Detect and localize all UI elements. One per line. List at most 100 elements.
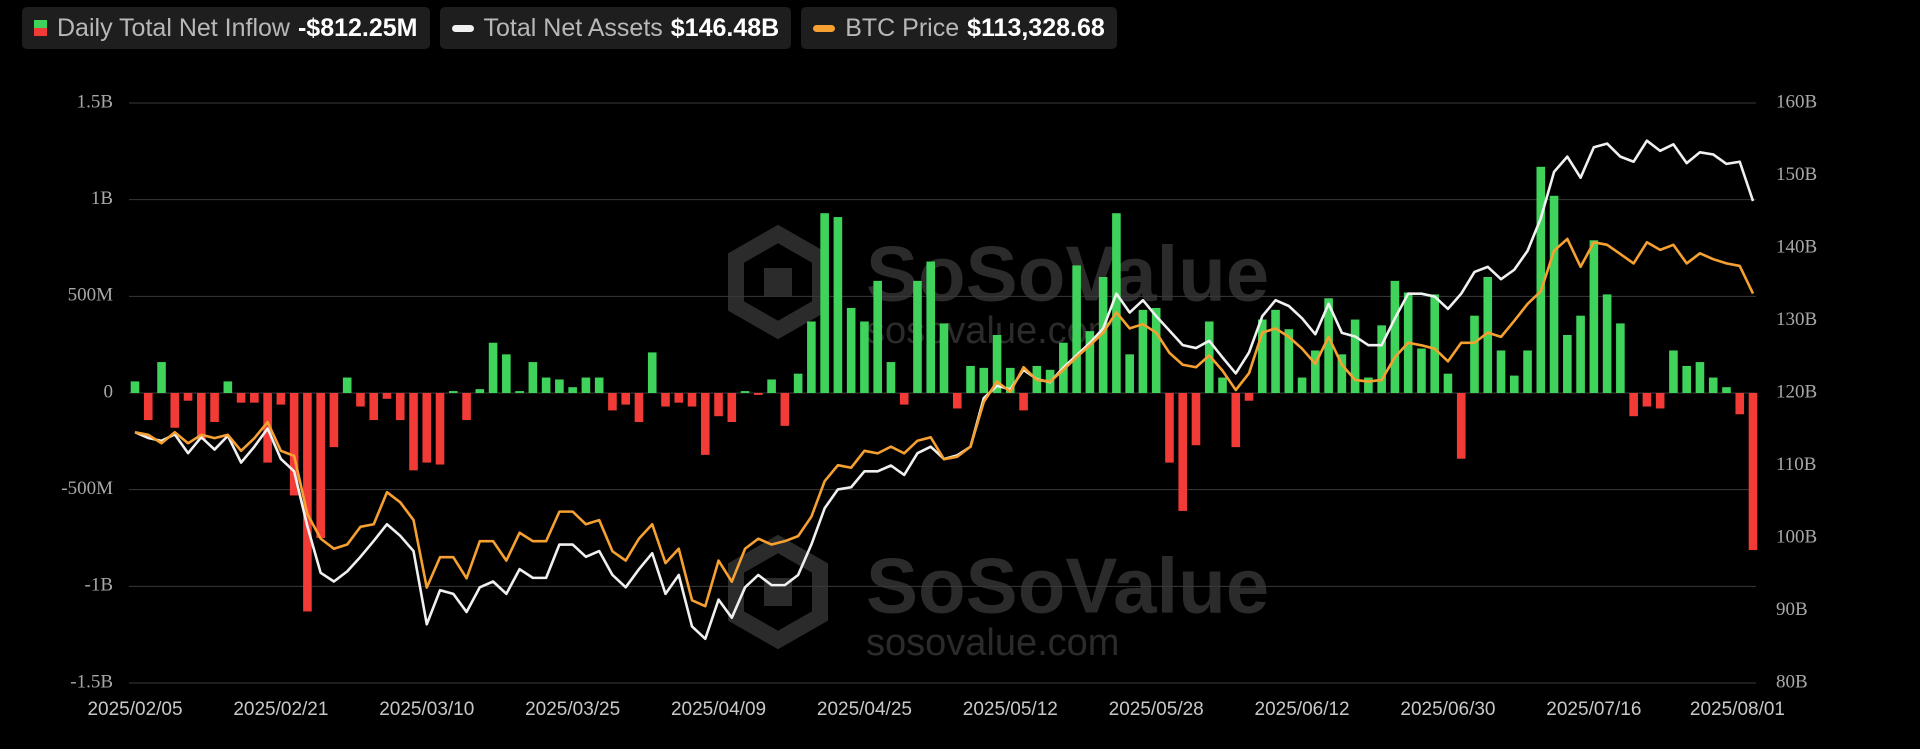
bar (1324, 298, 1333, 393)
x-tick-label: 2025/05/28 (1109, 699, 1204, 720)
y-tick-label: 500M (68, 285, 114, 306)
bar (170, 393, 180, 428)
x-tick-label: 2025/05/12 (963, 699, 1058, 720)
bar (276, 393, 286, 405)
watermark-url: sosovalue.com (866, 622, 1119, 664)
bar (1589, 240, 1599, 393)
bar (1430, 294, 1440, 393)
bar (1456, 393, 1466, 459)
y2-tick-label: 130B (1776, 309, 1817, 330)
bar (1509, 375, 1519, 393)
bar (382, 393, 392, 399)
bar (873, 280, 882, 393)
bar (1350, 319, 1360, 393)
bar (1708, 377, 1718, 393)
bar (647, 352, 657, 393)
bar (448, 391, 458, 393)
watermark-logo (728, 534, 828, 650)
y-tick-label: 1B (91, 188, 113, 209)
legend-item: Total Net Assets $146.48B (439, 7, 792, 49)
bar (435, 393, 445, 465)
legend-value: $146.48B (670, 13, 780, 42)
watermark-logo (728, 224, 828, 340)
bar (1151, 307, 1161, 393)
bar (1178, 393, 1188, 511)
bar (899, 393, 909, 405)
bar (422, 393, 432, 463)
bar (608, 393, 617, 411)
bar (143, 393, 153, 421)
bar (1364, 377, 1373, 393)
legend-label: BTC Price (845, 13, 960, 42)
bar (236, 393, 246, 403)
bar (130, 381, 140, 393)
bar (807, 321, 816, 393)
y2-tick-label: 140B (1776, 236, 1817, 257)
bar (767, 379, 776, 393)
bar (1629, 393, 1638, 417)
x-tick-label: 2025/06/12 (1255, 699, 1350, 720)
y-tick-label: -1B (85, 575, 114, 596)
bar (793, 373, 803, 393)
bar (1231, 393, 1241, 448)
bar (913, 280, 922, 393)
bar (1112, 213, 1121, 393)
bar (1536, 166, 1546, 393)
bar (1125, 354, 1134, 393)
bar (979, 367, 989, 393)
legend-item: BTC Price $113,328.68 (801, 7, 1117, 49)
bar (462, 393, 471, 421)
bar (1072, 265, 1081, 393)
bar (1218, 377, 1227, 393)
bar (1257, 319, 1267, 393)
bar (966, 365, 975, 393)
bar (488, 342, 498, 393)
bar (939, 323, 949, 393)
x-tick-label: 2025/03/25 (525, 699, 620, 720)
legend-item: Daily Total Net Inflow -$812.25M (22, 7, 430, 49)
bar (1244, 393, 1254, 401)
line (134, 237, 1755, 608)
bar (395, 393, 405, 421)
y2-tick-label: 90B (1776, 599, 1808, 620)
bar (541, 377, 551, 393)
bar (846, 307, 856, 393)
bar (1616, 323, 1625, 393)
bar (223, 381, 233, 393)
bar (1165, 393, 1174, 463)
y2-tick-label: 110B (1776, 454, 1816, 475)
watermark-brand: SoSoValue (866, 542, 1269, 630)
bar (1191, 393, 1201, 446)
bar (634, 393, 644, 422)
watermark-url: sosovalue.com (866, 310, 1119, 352)
watermark: SoSoValue sosovalue.com SoSoValue sosova… (728, 224, 1269, 664)
bar (303, 393, 312, 612)
bar (700, 393, 710, 455)
bar (1443, 373, 1453, 393)
x-tick-label: 2025/02/21 (233, 699, 328, 720)
bar (1006, 367, 1015, 393)
bar (197, 393, 206, 440)
bar (1138, 309, 1148, 393)
bar (528, 362, 538, 393)
x-tick-label: 2025/07/16 (1546, 699, 1641, 720)
bar (687, 393, 697, 407)
bar (1098, 277, 1108, 393)
y-tick-label: -1.5B (70, 671, 113, 692)
bar (568, 387, 577, 393)
bar (1417, 348, 1426, 393)
bar (1496, 350, 1506, 393)
bar (1271, 309, 1280, 393)
y2-tick-label: 120B (1776, 381, 1817, 402)
bar (1085, 331, 1095, 393)
bar (714, 393, 723, 417)
bar (356, 393, 365, 407)
bar (1655, 393, 1665, 409)
bar (409, 393, 418, 471)
bar (1669, 350, 1678, 393)
bar (661, 393, 670, 407)
legend-swatch (451, 24, 474, 32)
bar (727, 393, 737, 422)
bar (860, 321, 869, 393)
